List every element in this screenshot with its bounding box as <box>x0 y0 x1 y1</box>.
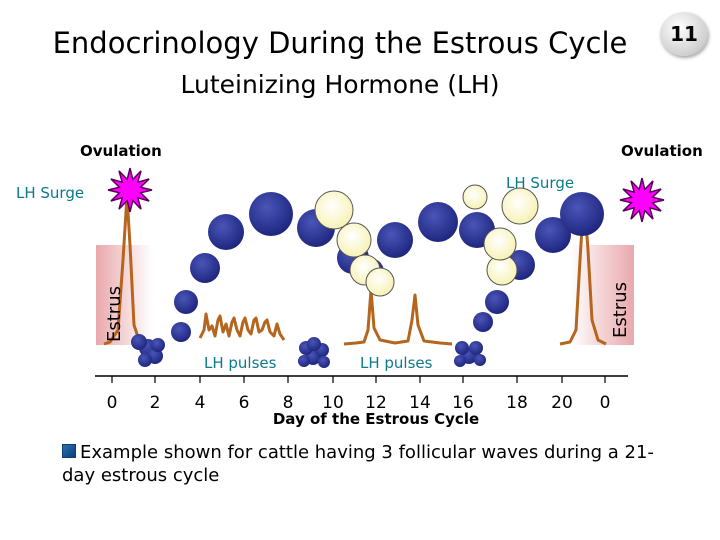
x-axis-tick-label: 6 <box>239 393 250 413</box>
ovulation-label-right: Ovulation <box>621 142 703 160</box>
growing-follicle <box>174 290 198 314</box>
lh-pulses-line-right <box>343 288 453 346</box>
small-follicle <box>454 355 466 367</box>
bullet-note: Example shown for cattle having 3 follic… <box>62 441 662 487</box>
corpus-luteum <box>365 267 395 297</box>
x-axis-title: Day of the Estrous Cycle <box>273 410 479 428</box>
x-axis-tick-label: 18 <box>506 393 528 413</box>
slide-subtitle: Luteinizing Hormone (LH) <box>180 70 500 99</box>
slide-number-badge: 11 <box>660 12 708 56</box>
estrus-label-left: Estrus <box>104 286 125 342</box>
preovulatory-follicle <box>535 217 571 253</box>
atretic-follicle <box>485 290 509 314</box>
x-axis-tick-label: 8 <box>283 393 294 413</box>
bullet-box-icon <box>62 444 76 458</box>
lh-pulses-label-left: LH pulses <box>204 354 277 372</box>
small-follicle <box>474 354 486 366</box>
corpus-luteum <box>483 227 517 261</box>
estrus-label-right: Estrus <box>610 282 631 338</box>
bullet-text: Example shown for cattle having 3 follic… <box>62 442 654 486</box>
dominant-follicle <box>208 214 244 250</box>
ovulation-star-right-icon <box>619 177 665 223</box>
small-follicle <box>131 334 147 350</box>
lh-surge-label-left: LH Surge <box>16 184 85 202</box>
x-axis-tick-label: 4 <box>195 393 206 413</box>
dominant-follicle <box>249 192 293 236</box>
dominant-follicle <box>377 222 413 258</box>
growing-follicle <box>190 253 220 283</box>
small-follicle <box>455 341 469 355</box>
ovulation-star-left-icon <box>107 167 153 213</box>
x-axis-tick-label: 20 <box>551 393 573 413</box>
small-follicle <box>138 353 152 367</box>
x-axis-tick-labels: 0 2 4 6 8 10 12 14 16 18 20 0 <box>107 393 611 413</box>
dominant-follicle <box>418 202 458 242</box>
small-follicle <box>171 322 191 342</box>
corpus-luteum <box>501 187 539 225</box>
lh-pulses-line-left <box>198 312 286 341</box>
small-follicle <box>307 337 321 351</box>
atretic-follicle <box>473 312 493 332</box>
small-follicle <box>318 356 330 368</box>
preovulatory-follicle <box>560 192 604 236</box>
x-axis-tick-label: 10 <box>322 393 344 413</box>
corpus-luteum <box>462 184 488 210</box>
ovulation-label-left: Ovulation <box>80 142 162 160</box>
x-axis-tick-label: 0 <box>107 393 118 413</box>
x-axis-ticks <box>111 376 606 383</box>
small-follicle <box>298 355 310 367</box>
small-follicle <box>151 338 165 352</box>
corpus-luteum <box>314 190 354 230</box>
x-axis-tick-label: 14 <box>409 393 431 413</box>
x-axis-tick-label: 0 <box>600 393 611 413</box>
lh-pulses-label-right: LH pulses <box>360 354 433 372</box>
corpus-luteum <box>336 222 372 258</box>
x-axis-tick-label: 16 <box>452 393 474 413</box>
x-axis-tick-label: 2 <box>150 393 161 413</box>
lh-surge-label-right: LH Surge <box>506 174 575 192</box>
small-follicle <box>469 341 483 355</box>
slide-title: Endocrinology During the Estrous Cycle <box>52 26 628 60</box>
x-axis-tick-label: 12 <box>365 393 387 413</box>
